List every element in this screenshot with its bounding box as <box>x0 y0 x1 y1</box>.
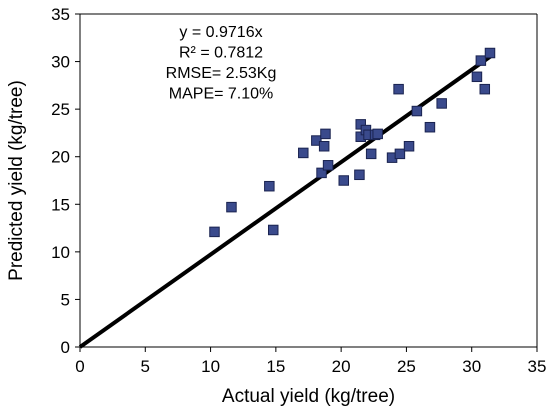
annotation-line: MAPE= 7.10% <box>169 85 274 102</box>
x-tick-label: 20 <box>332 357 351 376</box>
fit-line-group <box>78 54 493 349</box>
data-point <box>209 226 220 238</box>
data-point <box>264 180 275 192</box>
data-point <box>311 135 322 146</box>
data-point <box>475 55 487 66</box>
y-tick-label: 5 <box>61 290 70 309</box>
data-point <box>267 224 279 236</box>
annotation-line: RMSE= 2.53Kg <box>166 65 277 82</box>
data-point <box>484 47 496 59</box>
x-tick-label: 15 <box>266 357 285 376</box>
labels: 0 5 10 15 20 25 30 35 0 5 10 15 20 25 30 35 Actual yield… <box>6 5 546 407</box>
x-tick-label: 10 <box>201 357 220 376</box>
data-point <box>394 148 406 160</box>
data-point <box>316 167 327 179</box>
annotation-line: y = 0.9716x <box>179 24 262 41</box>
data-point <box>338 175 350 186</box>
x-tick-label: 25 <box>397 357 416 376</box>
data-point <box>424 121 436 133</box>
data-point <box>372 128 383 140</box>
y-tick-label: 35 <box>51 5 70 24</box>
data-point <box>226 201 237 213</box>
y-tick-label: 25 <box>51 100 70 119</box>
data-point <box>354 169 365 181</box>
data-point <box>298 147 309 159</box>
x-tick-label: 35 <box>528 357 547 376</box>
data-point <box>471 71 483 83</box>
y-tick-label: 0 <box>61 338 70 357</box>
axes <box>75 13 538 352</box>
data-point <box>403 140 415 152</box>
y-tick-label: 15 <box>51 195 70 214</box>
x-tick-label: 5 <box>141 357 150 376</box>
data-points <box>209 47 496 238</box>
data-point <box>320 128 331 140</box>
data-point <box>436 98 447 109</box>
data-point <box>479 83 491 95</box>
y-tick-label: 30 <box>51 53 70 72</box>
y-axis-title: Predicted yield (kg/tree) <box>6 80 27 281</box>
y-tick-label: 10 <box>51 243 70 262</box>
data-point <box>322 160 334 171</box>
data-point <box>393 83 404 95</box>
fit-line <box>78 54 493 349</box>
y-tick-label: 20 <box>51 148 70 167</box>
annotation-line: R² = 0.7812 <box>179 44 263 61</box>
data-point <box>365 148 377 160</box>
data-point <box>411 105 423 117</box>
x-tick-label: 30 <box>462 357 481 376</box>
x-tick-label: 0 <box>75 357 84 376</box>
data-point <box>318 140 330 152</box>
x-axis-title: Actual yield (kg/tree) <box>222 386 395 407</box>
